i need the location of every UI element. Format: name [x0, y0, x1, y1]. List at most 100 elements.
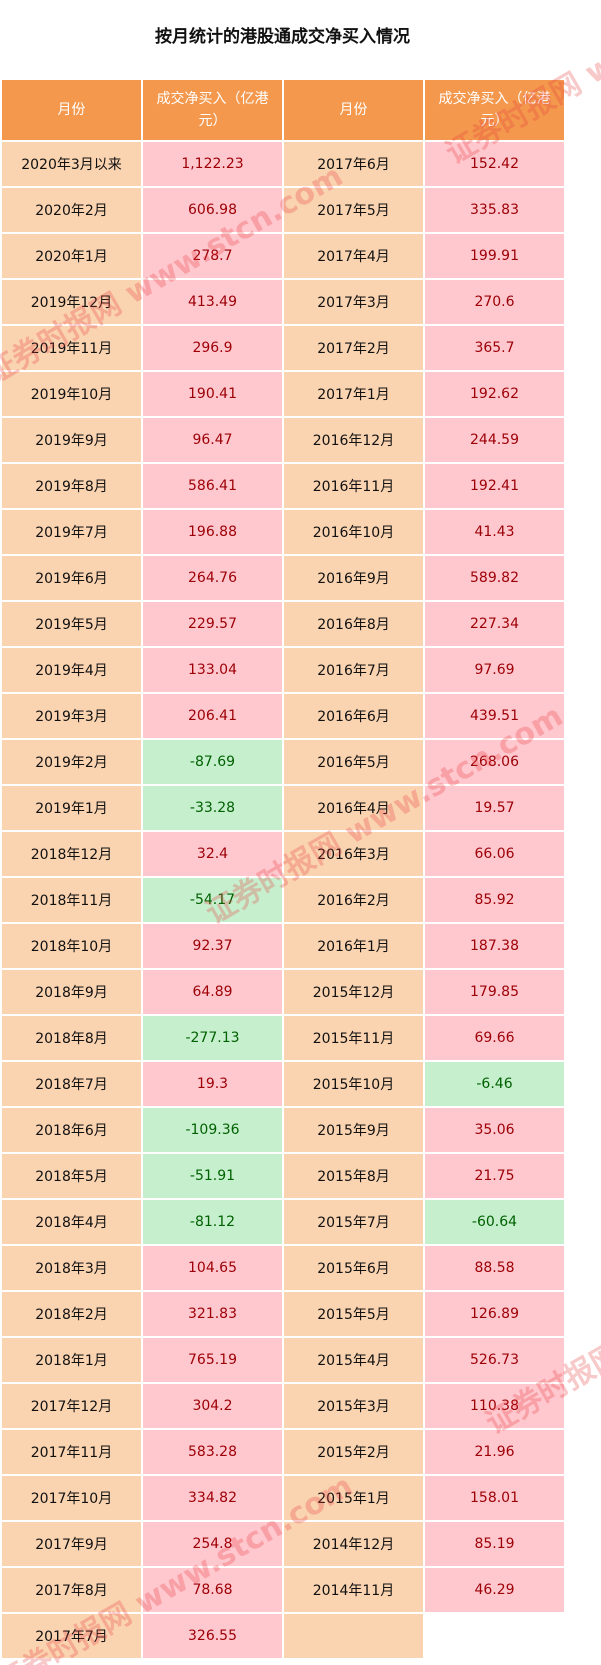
- month-cell: 2018年7月: [2, 1062, 141, 1106]
- net-buy-cell: 64.89: [143, 970, 282, 1014]
- month-cell: [284, 1614, 423, 1658]
- month-cell: 2016年5月: [284, 740, 423, 784]
- month-cell: 2015年10月: [284, 1062, 423, 1106]
- month-cell: 2017年8月: [2, 1568, 141, 1612]
- month-cell: 2018年4月: [2, 1200, 141, 1244]
- table-header-row: 月份 成交净买入（亿港元） 月份 成交净买入（亿港元）: [2, 80, 564, 140]
- net-buy-cell: -81.12: [143, 1200, 282, 1244]
- net-buy-cell: 133.04: [143, 648, 282, 692]
- table-row: 2020年2月 606.98 2017年5月 335.83: [2, 188, 564, 232]
- net-buy-cell: 326.55: [143, 1614, 282, 1658]
- month-cell: 2019年6月: [2, 556, 141, 600]
- month-cell: 2019年11月: [2, 326, 141, 370]
- net-buy-cell: 304.2: [143, 1384, 282, 1428]
- net-buy-cell: 126.89: [425, 1292, 564, 1336]
- month-cell: 2020年2月: [2, 188, 141, 232]
- table-row: 2018年9月 64.89 2015年12月 179.85: [2, 970, 564, 1014]
- header-month-1: 月份: [2, 80, 141, 140]
- net-buy-cell: 97.69: [425, 648, 564, 692]
- net-buy-table: 月份 成交净买入（亿港元） 月份 成交净买入（亿港元） 2020年3月以来 1,1…: [0, 78, 566, 1660]
- month-cell: 2019年8月: [2, 464, 141, 508]
- table-row: 2019年3月 206.41 2016年6月 439.51: [2, 694, 564, 738]
- net-buy-cell: 334.82: [143, 1476, 282, 1520]
- net-buy-cell: 526.73: [425, 1338, 564, 1382]
- net-buy-cell: 413.49: [143, 280, 282, 324]
- net-buy-cell: 41.43: [425, 510, 564, 554]
- net-buy-cell: 270.6: [425, 280, 564, 324]
- net-buy-cell: 1,122.23: [143, 142, 282, 186]
- table-row: 2018年3月 104.65 2015年6月 88.58: [2, 1246, 564, 1290]
- month-cell: 2018年3月: [2, 1246, 141, 1290]
- month-cell: 2014年12月: [284, 1522, 423, 1566]
- net-buy-cell: 32.4: [143, 832, 282, 876]
- net-buy-cell: 85.92: [425, 878, 564, 922]
- net-buy-cell: 199.91: [425, 234, 564, 278]
- header-net-buy-1: 成交净买入（亿港元）: [143, 80, 282, 140]
- table-row: 2017年10月 334.82 2015年1月 158.01: [2, 1476, 564, 1520]
- month-cell: 2018年8月: [2, 1016, 141, 1060]
- net-buy-cell: 244.59: [425, 418, 564, 462]
- net-buy-cell: 583.28: [143, 1430, 282, 1474]
- net-buy-cell: 19.57: [425, 786, 564, 830]
- table-row: 2018年6月 -109.36 2015年9月 35.06: [2, 1108, 564, 1152]
- month-cell: 2019年7月: [2, 510, 141, 554]
- table-row: 2019年11月 296.9 2017年2月 365.7: [2, 326, 564, 370]
- net-buy-cell: [425, 1614, 564, 1658]
- net-buy-cell: 21.96: [425, 1430, 564, 1474]
- month-cell: 2015年1月: [284, 1476, 423, 1520]
- table-row: 2019年8月 586.41 2016年11月 192.41: [2, 464, 564, 508]
- month-cell: 2016年1月: [284, 924, 423, 968]
- net-buy-cell: -87.69: [143, 740, 282, 784]
- table-row: 2018年4月 -81.12 2015年7月 -60.64: [2, 1200, 564, 1244]
- table-row: 2019年4月 133.04 2016年7月 97.69: [2, 648, 564, 692]
- table-row: 2020年1月 278.7 2017年4月 199.91: [2, 234, 564, 278]
- net-buy-cell: 88.58: [425, 1246, 564, 1290]
- month-cell: 2015年9月: [284, 1108, 423, 1152]
- table-row: 2020年3月以来 1,122.23 2017年6月 152.42: [2, 142, 564, 186]
- table-row: 2017年8月 78.68 2014年11月 46.29: [2, 1568, 564, 1612]
- net-buy-cell: -54.17: [143, 878, 282, 922]
- month-cell: 2017年11月: [2, 1430, 141, 1474]
- net-buy-cell: 278.7: [143, 234, 282, 278]
- month-cell: 2016年8月: [284, 602, 423, 646]
- net-buy-cell: 104.65: [143, 1246, 282, 1290]
- month-cell: 2019年5月: [2, 602, 141, 646]
- month-cell: 2019年4月: [2, 648, 141, 692]
- table-row: 2019年2月 -87.69 2016年5月 268.06: [2, 740, 564, 784]
- header-month-2: 月份: [284, 80, 423, 140]
- table-row: 2018年12月 32.4 2016年3月 66.06: [2, 832, 564, 876]
- table-row: 2018年7月 19.3 2015年10月 -6.46: [2, 1062, 564, 1106]
- month-cell: 2018年9月: [2, 970, 141, 1014]
- header-net-buy-2: 成交净买入（亿港元）: [425, 80, 564, 140]
- net-buy-cell: 589.82: [425, 556, 564, 600]
- month-cell: 2018年12月: [2, 832, 141, 876]
- table-row: 2019年6月 264.76 2016年9月 589.82: [2, 556, 564, 600]
- month-cell: 2017年4月: [284, 234, 423, 278]
- net-buy-cell: 606.98: [143, 188, 282, 232]
- month-cell: 2020年3月以来: [2, 142, 141, 186]
- month-cell: 2015年8月: [284, 1154, 423, 1198]
- month-cell: 2016年11月: [284, 464, 423, 508]
- month-cell: 2018年1月: [2, 1338, 141, 1382]
- net-buy-cell: -6.46: [425, 1062, 564, 1106]
- net-buy-cell: 110.38: [425, 1384, 564, 1428]
- net-buy-cell: 264.76: [143, 556, 282, 600]
- net-buy-cell: 296.9: [143, 326, 282, 370]
- month-cell: 2015年11月: [284, 1016, 423, 1060]
- net-buy-cell: 190.41: [143, 372, 282, 416]
- month-cell: 2017年9月: [2, 1522, 141, 1566]
- month-cell: 2016年2月: [284, 878, 423, 922]
- month-cell: 2018年2月: [2, 1292, 141, 1336]
- month-cell: 2017年2月: [284, 326, 423, 370]
- net-buy-cell: 152.42: [425, 142, 564, 186]
- month-cell: 2017年10月: [2, 1476, 141, 1520]
- net-buy-cell: 586.41: [143, 464, 282, 508]
- table-row: 2019年5月 229.57 2016年8月 227.34: [2, 602, 564, 646]
- page-title: 按月统计的港股通成交净买入情况: [155, 27, 410, 47]
- month-cell: 2014年11月: [284, 1568, 423, 1612]
- net-buy-cell: -277.13: [143, 1016, 282, 1060]
- net-buy-cell: 21.75: [425, 1154, 564, 1198]
- month-cell: 2016年7月: [284, 648, 423, 692]
- month-cell: 2015年3月: [284, 1384, 423, 1428]
